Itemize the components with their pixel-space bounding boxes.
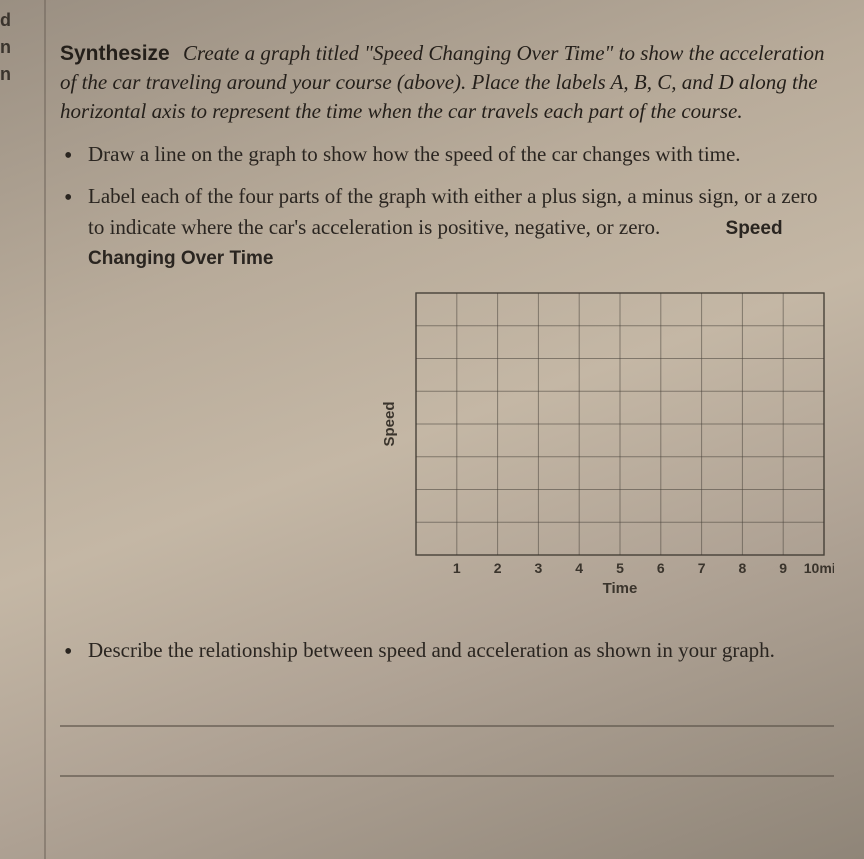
bullet-item: Draw a line on the graph to show how the…	[60, 139, 834, 169]
svg-text:3: 3	[535, 560, 543, 576]
svg-text:Speed: Speed	[381, 401, 398, 446]
page-content: d n n Synthesize Create a graph titled "…	[0, 0, 864, 797]
margin-letter: n	[0, 37, 40, 58]
bullet-list-2: Describe the relationship between speed …	[60, 635, 834, 665]
chart-container: 1 2 3 4 5 6 7 8 9 10min Time Speed	[60, 285, 844, 605]
svg-text:2: 2	[494, 560, 502, 576]
margin-letters: d n n	[0, 10, 40, 91]
bullet-text: Draw a line on the graph to show how the…	[88, 142, 741, 166]
svg-text:8: 8	[739, 560, 747, 576]
svg-text:10min: 10min	[804, 560, 834, 576]
bullet-item: Describe the relationship between speed …	[60, 635, 834, 665]
svg-text:4: 4	[575, 560, 583, 576]
svg-text:6: 6	[657, 560, 665, 576]
svg-text:7: 7	[698, 560, 706, 576]
bullet-item: Label each of the four parts of the grap…	[60, 181, 834, 273]
svg-text:Time: Time	[603, 580, 638, 597]
margin-letter: d	[0, 10, 40, 31]
bullet-list: Draw a line on the graph to show how the…	[60, 139, 834, 273]
margin-letter: n	[0, 64, 40, 85]
svg-text:1: 1	[453, 560, 461, 576]
answer-line	[60, 727, 834, 777]
chart-svg: 1 2 3 4 5 6 7 8 9 10min Time Speed	[374, 285, 834, 605]
intro-paragraph: Synthesize Create a graph titled "Speed …	[60, 39, 834, 125]
intro-lead: Synthesize	[60, 42, 170, 65]
bullet-text: Describe the relationship between speed …	[88, 638, 775, 662]
svg-text:5: 5	[616, 560, 624, 576]
speed-time-chart: 1 2 3 4 5 6 7 8 9 10min Time Speed	[374, 285, 834, 605]
bullet-text: Label each of the four parts of the grap…	[88, 184, 818, 238]
intro-text: Create a graph titled "Speed Changing Ov…	[60, 41, 825, 123]
svg-text:9: 9	[779, 560, 787, 576]
answer-line	[60, 677, 834, 727]
